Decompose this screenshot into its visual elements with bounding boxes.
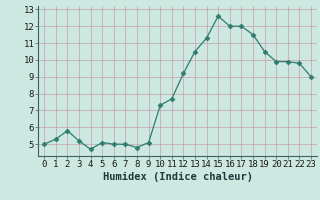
X-axis label: Humidex (Indice chaleur): Humidex (Indice chaleur) [103, 172, 252, 182]
